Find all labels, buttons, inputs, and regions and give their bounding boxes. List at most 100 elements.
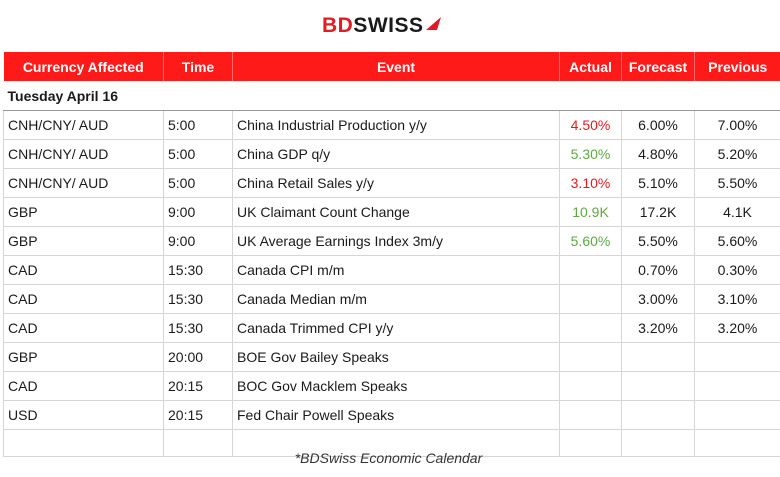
cell-event: BOE Gov Bailey Speaks bbox=[232, 342, 560, 372]
cell-currency: CAD bbox=[3, 371, 164, 401]
table-row: CAD 15:30 Canada Median m/m 3.00% 3.10% bbox=[3, 284, 780, 314]
cell-time: 20:15 bbox=[163, 371, 233, 401]
cell-currency: CNH/CNY/ AUD bbox=[3, 168, 164, 198]
table-row: CNH/CNY/ AUD 5:00 China Industrial Product… bbox=[3, 110, 780, 140]
cell-previous: 5.50% bbox=[694, 168, 780, 198]
cell-time: 9:00 bbox=[163, 226, 233, 256]
cell-actual: 5.60% bbox=[559, 226, 622, 256]
brand-arrow-icon bbox=[425, 17, 441, 30]
brand-logo-part2: SWISS bbox=[353, 14, 424, 37]
cell-forecast: 3.20% bbox=[621, 313, 695, 343]
cell-empty bbox=[559, 429, 622, 457]
day-label: Tuesday April 16 bbox=[3, 81, 780, 111]
cell-forecast: 6.00% bbox=[621, 110, 695, 140]
cell-currency: CAD bbox=[3, 313, 164, 343]
brand-logo-part1: BD bbox=[322, 14, 354, 37]
table-row: CNH/CNY/ AUD 5:00 China Retail Sales y/y 3.… bbox=[3, 168, 780, 198]
table-header-row: Currency Affected Time Event Actual Fore… bbox=[3, 52, 780, 81]
cell-empty bbox=[232, 429, 560, 457]
cell-time: 5:00 bbox=[163, 168, 233, 198]
cell-actual bbox=[559, 313, 622, 343]
cell-actual: 3.10% bbox=[559, 168, 622, 198]
cell-forecast: 5.50% bbox=[621, 226, 695, 256]
cell-actual bbox=[559, 284, 622, 314]
cell-event: Canada Median m/m bbox=[232, 284, 560, 314]
cell-previous: 3.20% bbox=[694, 313, 780, 343]
cell-forecast: 0.70% bbox=[621, 255, 695, 285]
cell-currency: CNH/CNY/ AUD bbox=[3, 139, 164, 169]
economic-calendar: Currency Affected Time Event Actual Fore… bbox=[3, 52, 780, 477]
table-row: GBP 9:00 UK Average Earnings Index 3m/y 5.6… bbox=[3, 226, 780, 256]
cell-currency: CAD bbox=[3, 255, 164, 285]
cell-event: UK Claimant Count Change bbox=[232, 197, 560, 227]
cell-event: China Retail Sales y/y bbox=[232, 168, 560, 198]
day-row: Tuesday April 16 bbox=[3, 81, 780, 111]
cell-currency: CNH/CNY/ AUD bbox=[3, 110, 164, 140]
cell-time: 15:30 bbox=[163, 255, 233, 285]
cell-forecast: 17.2K bbox=[621, 197, 695, 227]
col-header-forecast: Forecast bbox=[621, 52, 695, 81]
cell-event: Canada CPI m/m bbox=[232, 255, 560, 285]
col-header-time: Time bbox=[163, 52, 233, 81]
cell-actual bbox=[559, 371, 622, 401]
cell-event: China GDP q/y bbox=[232, 139, 560, 169]
cell-actual: 10.9K bbox=[559, 197, 622, 227]
cell-currency: CAD bbox=[3, 284, 164, 314]
cell-actual bbox=[559, 342, 622, 372]
cell-actual bbox=[559, 255, 622, 285]
cell-time: 20:15 bbox=[163, 400, 233, 430]
cell-currency: GBP bbox=[3, 226, 164, 256]
col-header-previous: Previous bbox=[694, 52, 780, 81]
cell-forecast bbox=[621, 371, 695, 401]
cell-time: 5:00 bbox=[163, 139, 233, 169]
cell-forecast bbox=[621, 400, 695, 430]
cell-time: 15:30 bbox=[163, 313, 233, 343]
cell-event: China Industrial Production y/y bbox=[232, 110, 560, 140]
cell-empty bbox=[694, 429, 780, 457]
cell-event: BOC Gov Macklem Speaks bbox=[232, 371, 560, 401]
table-row-empty bbox=[3, 429, 780, 457]
cell-previous: 5.20% bbox=[694, 139, 780, 169]
cell-event: UK Average Earnings Index 3m/y bbox=[232, 226, 560, 256]
cell-forecast bbox=[621, 342, 695, 372]
cell-forecast: 3.00% bbox=[621, 284, 695, 314]
table-row: CAD 20:15 BOC Gov Macklem Speaks bbox=[3, 371, 780, 401]
cell-previous bbox=[694, 342, 780, 372]
cell-actual: 5.30% bbox=[559, 139, 622, 169]
table-row: CAD 15:30 Canada CPI m/m 0.70% 0.30% bbox=[3, 255, 780, 285]
cell-currency: GBP bbox=[3, 197, 164, 227]
cell-actual bbox=[559, 400, 622, 430]
cell-time: 20:00 bbox=[163, 342, 233, 372]
table-row: GBP 9:00 UK Claimant Count Change 10.9K 17.2… bbox=[3, 197, 780, 227]
cell-previous: 4.1K bbox=[694, 197, 780, 227]
cell-time: 5:00 bbox=[163, 110, 233, 140]
table-row: CAD 15:30 Canada Trimmed CPI y/y 3.20% 3.20% bbox=[3, 313, 780, 343]
calendar-table: Currency Affected Time Event Actual Fore… bbox=[3, 52, 780, 457]
col-header-currency: Currency Affected bbox=[3, 52, 164, 81]
cell-time: 9:00 bbox=[163, 197, 233, 227]
cell-empty bbox=[621, 429, 695, 457]
cell-event: Canada Trimmed CPI y/y bbox=[232, 313, 560, 343]
cell-empty bbox=[163, 429, 233, 457]
cell-time: 15:30 bbox=[163, 284, 233, 314]
cell-event: Fed Chair Powell Speaks bbox=[232, 400, 560, 430]
cell-currency: GBP bbox=[3, 342, 164, 372]
cell-forecast: 4.80% bbox=[621, 139, 695, 169]
cell-previous bbox=[694, 400, 780, 430]
cell-currency: USD bbox=[3, 400, 164, 430]
cell-empty bbox=[3, 429, 164, 457]
cell-previous: 0.30% bbox=[694, 255, 780, 285]
cell-previous: 7.00% bbox=[694, 110, 780, 140]
cell-previous: 3.10% bbox=[694, 284, 780, 314]
footer-caption: *BDSwiss Economic Calendar bbox=[294, 450, 483, 466]
cell-forecast: 5.10% bbox=[621, 168, 695, 198]
cell-actual: 4.50% bbox=[559, 110, 622, 140]
cell-previous: 5.60% bbox=[694, 226, 780, 256]
table-row: CNH/CNY/ AUD 5:00 China GDP q/y 5.30% 4.80% 5… bbox=[3, 139, 780, 169]
col-header-actual: Actual bbox=[559, 52, 622, 81]
cell-previous bbox=[694, 371, 780, 401]
table-row: USD 20:15 Fed Chair Powell Speaks bbox=[3, 400, 780, 430]
brand-logo: BD SWISS bbox=[322, 12, 442, 40]
col-header-event: Event bbox=[232, 52, 560, 81]
table-row: GBP 20:00 BOE Gov Bailey Speaks bbox=[3, 342, 780, 372]
